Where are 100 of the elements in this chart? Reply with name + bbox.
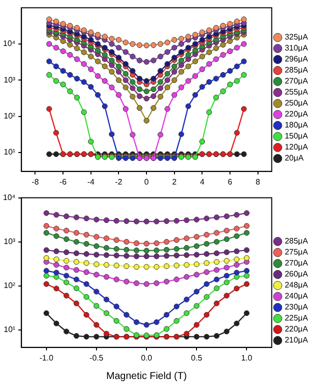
point — [46, 16, 52, 22]
point — [174, 304, 180, 310]
point — [227, 21, 233, 27]
point — [122, 70, 129, 77]
point — [244, 255, 250, 261]
point — [64, 213, 70, 220]
point — [53, 130, 59, 136]
point — [122, 40, 129, 46]
point — [130, 54, 136, 60]
point — [194, 288, 200, 294]
point — [241, 16, 247, 22]
point — [122, 77, 129, 83]
point — [227, 82, 233, 88]
point — [206, 109, 212, 116]
point — [130, 85, 136, 92]
point — [74, 285, 80, 292]
point — [154, 280, 160, 286]
point — [204, 294, 210, 300]
point — [124, 278, 130, 284]
x-tick-label: -0.5 — [90, 353, 104, 362]
point — [185, 103, 192, 110]
point — [174, 262, 180, 268]
point — [185, 52, 192, 58]
point — [214, 259, 220, 265]
point — [122, 49, 129, 55]
point — [234, 262, 240, 268]
point — [214, 267, 220, 273]
point — [158, 54, 164, 60]
point — [64, 249, 70, 256]
point — [227, 68, 233, 74]
point — [54, 262, 60, 268]
point — [214, 238, 220, 245]
point — [67, 88, 73, 94]
point — [124, 246, 130, 253]
point — [94, 48, 101, 54]
point — [194, 234, 200, 240]
point — [144, 281, 150, 287]
point — [204, 334, 210, 340]
point — [134, 280, 140, 286]
point — [234, 233, 240, 239]
point — [94, 243, 100, 249]
point — [213, 24, 219, 31]
x-tick-label: -8 — [32, 177, 40, 186]
point — [104, 244, 110, 251]
point — [174, 246, 180, 252]
point — [234, 226, 240, 232]
point — [185, 34, 192, 40]
x-tick-label: 1.0 — [241, 353, 253, 362]
point — [171, 44, 178, 51]
point — [206, 49, 212, 56]
point — [164, 253, 170, 259]
point — [174, 218, 180, 224]
point — [220, 52, 226, 58]
point — [154, 253, 160, 260]
point — [134, 264, 140, 270]
point — [199, 138, 206, 144]
point — [130, 94, 136, 100]
point — [150, 76, 156, 82]
point — [108, 36, 115, 42]
y-tick-label: 10² — [4, 112, 16, 121]
point — [184, 252, 190, 258]
x-tick-label: 2 — [172, 177, 178, 186]
point — [204, 269, 210, 275]
point — [84, 294, 90, 300]
point — [84, 269, 90, 275]
point — [136, 76, 142, 82]
y-tick-label: 10¹ — [4, 325, 16, 334]
point — [64, 264, 70, 270]
point — [104, 252, 110, 258]
point — [164, 218, 170, 224]
point — [154, 248, 160, 254]
point — [241, 151, 247, 157]
point — [192, 48, 198, 54]
point — [46, 58, 52, 64]
y-tick-label: 10³ — [4, 75, 16, 84]
point — [84, 334, 90, 340]
point — [192, 32, 198, 38]
point — [224, 228, 230, 234]
point — [102, 34, 108, 40]
point — [174, 318, 180, 324]
point — [206, 61, 212, 67]
point — [154, 218, 160, 224]
point — [116, 77, 122, 83]
point — [114, 262, 120, 268]
point — [194, 303, 200, 309]
point — [84, 240, 90, 247]
point — [46, 41, 52, 47]
point — [184, 274, 190, 280]
legend-label: 325μA — [284, 32, 309, 42]
point — [116, 44, 122, 51]
point — [124, 218, 130, 224]
point — [144, 88, 150, 94]
point — [234, 18, 240, 24]
point — [104, 310, 110, 316]
legend-label: 240μA — [284, 292, 309, 301]
point — [88, 138, 94, 144]
point — [84, 216, 90, 222]
point — [122, 61, 129, 67]
y-tick-label: 10³ — [4, 237, 16, 246]
point — [94, 261, 100, 268]
